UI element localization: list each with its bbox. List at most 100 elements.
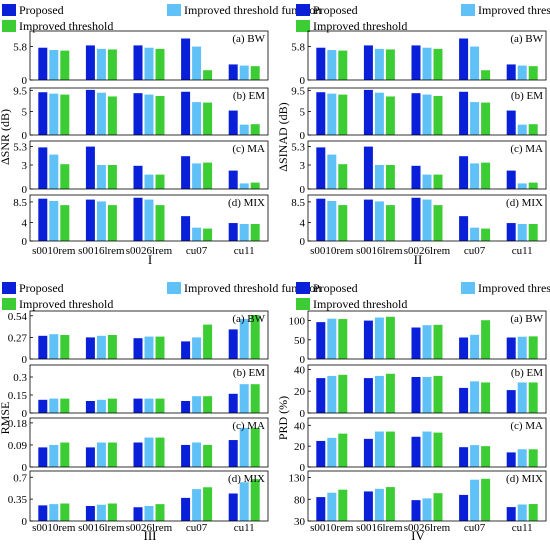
bar-s0010rem-function	[327, 93, 337, 135]
bar-s0026lrem-proposed	[133, 338, 143, 359]
bar-cu07-proposed	[181, 444, 191, 467]
y-tick-label: 9.5	[291, 85, 305, 97]
bar-s0010rem-threshold	[60, 94, 70, 135]
bar-cu11-function	[517, 223, 527, 241]
bar-s0010rem-proposed	[316, 147, 326, 189]
bar-s0010rem-function	[327, 50, 337, 80]
bar-s0026lrem-function	[144, 174, 154, 189]
bar-s0026lrem-function	[422, 325, 432, 359]
y-tick-label: 0	[300, 236, 306, 248]
bar-s0026lrem-proposed	[411, 327, 421, 359]
bar-cu07-function	[192, 46, 202, 80]
y-tick-label: 0	[22, 516, 28, 528]
x-tick-label: s0016lrem	[356, 522, 403, 534]
panel-label: (b) EM	[511, 367, 543, 379]
bar-cu11-proposed	[228, 110, 238, 135]
y-tick-label: 0	[22, 184, 28, 196]
panel-label: (a) BW	[232, 313, 265, 325]
panel-label: (a) BW	[232, 33, 265, 45]
panel-label: (c) MA	[232, 420, 265, 432]
legend: Proposed Improved threshold function Impro…	[2, 281, 321, 311]
panel-frame	[307, 364, 547, 414]
bar-cu07-function	[192, 102, 202, 135]
y-tick-label: 4	[22, 218, 28, 230]
bar-cu11-proposed	[228, 493, 238, 521]
bar-cu07-proposed	[181, 341, 191, 359]
bar-cu11-function	[517, 65, 527, 80]
panel-4: 0 0.35 0.7 (d) MIX	[8, 470, 269, 528]
panel-3: 0 20 40 (c) MA	[294, 417, 547, 474]
bar-s0016lrem-proposed	[363, 199, 373, 241]
bar-s0026lrem-threshold	[155, 336, 165, 359]
panel-frame	[307, 30, 547, 81]
x-tick-label: s0026lrem	[404, 522, 451, 534]
bar-s0016lrem-threshold	[385, 96, 395, 135]
panel-2: 0 0.15 0.3 (b) EM	[8, 364, 269, 420]
bar-cu07-threshold	[203, 162, 213, 189]
bar-cu07-threshold	[203, 487, 213, 521]
panel-4: 0 4 8.5 (d) MIX	[291, 194, 547, 248]
bar-cu11-proposed	[228, 170, 238, 189]
bar-s0026lrem-proposed	[133, 93, 143, 135]
bar-cu11-proposed	[506, 223, 516, 241]
bar-s0010rem-proposed	[38, 335, 48, 359]
bar-s0010rem-function	[49, 50, 59, 80]
chart-IV: Proposed Improved threshold function Impro…	[276, 281, 550, 543]
bar-s0010rem-threshold	[338, 205, 348, 241]
bar-cu11-threshold	[250, 427, 260, 467]
y-tick-label: 0	[300, 75, 306, 87]
bar-s0016lrem-function	[374, 92, 384, 135]
bar-cu11-function	[239, 223, 249, 241]
y-tick-label: 0	[300, 462, 306, 474]
y-axis-label: RMSE	[0, 402, 12, 435]
bar-s0016lrem-threshold	[385, 49, 395, 80]
panel-label: (b) EM	[233, 367, 265, 379]
bar-s0016lrem-proposed	[85, 447, 95, 467]
bar-s0026lrem-proposed	[411, 45, 421, 80]
x-tick-label: cu11	[512, 522, 533, 534]
bar-s0010rem-threshold	[60, 50, 70, 80]
bar-s0016lrem-function	[374, 201, 384, 241]
y-tick-label: 5.3	[291, 142, 305, 154]
x-tick-label: s0016lrem	[356, 245, 403, 257]
bar-cu11-function	[517, 336, 527, 359]
x-tick-label: cu07	[186, 522, 208, 534]
bar-s0016lrem-proposed	[85, 89, 95, 135]
bar-s0016lrem-proposed	[363, 438, 373, 467]
legend-swatch-function	[461, 282, 475, 294]
y-tick-label: 0.54	[8, 311, 28, 323]
bar-s0026lrem-function	[422, 199, 432, 241]
bar-cu07-function	[470, 334, 480, 359]
panel-3: 0 3 5.3 (c) MA	[291, 140, 547, 196]
panel-1: 0 0.27 0.54 (a) BW	[8, 310, 269, 366]
panel-label: (c) MA	[510, 420, 543, 432]
bar-s0016lrem-function	[374, 48, 384, 80]
y-tick-label: 100	[289, 316, 306, 328]
bar-s0010rem-proposed	[38, 198, 48, 241]
bar-cu07-proposed	[459, 337, 469, 359]
legend-label-function: Improved threshold function	[184, 281, 321, 295]
bar-s0016lrem-function	[374, 431, 384, 467]
legend: Proposed Improved threshold function Impro…	[296, 3, 550, 33]
bar-s0016lrem-function	[96, 442, 106, 467]
bar-s0026lrem-proposed	[133, 165, 143, 189]
bar-s0026lrem-function	[422, 174, 432, 189]
bar-cu07-function	[470, 227, 480, 241]
bar-cu11-proposed	[228, 223, 238, 241]
panel-2: 0 5 9.5 (b) EM	[291, 85, 547, 142]
bar-s0010rem-threshold	[338, 94, 348, 135]
bar-s0010rem-threshold	[60, 442, 70, 467]
bar-cu11-proposed	[228, 64, 238, 80]
bar-cu07-function	[192, 396, 202, 413]
bar-s0010rem-threshold	[60, 205, 70, 241]
panel-frame	[307, 310, 547, 360]
bar-s0016lrem-proposed	[363, 378, 373, 413]
y-tick-label: 130	[289, 473, 306, 485]
chart-I: Proposed Improved threshold function Impro…	[0, 3, 321, 267]
bar-cu07-function	[470, 163, 480, 189]
bar-s0016lrem-function	[374, 375, 384, 413]
bar-s0016lrem-function	[96, 335, 106, 359]
bar-cu07-proposed	[459, 447, 469, 467]
legend-label-function: Improved threshold function	[478, 3, 550, 17]
bar-s0016lrem-proposed	[363, 320, 373, 359]
